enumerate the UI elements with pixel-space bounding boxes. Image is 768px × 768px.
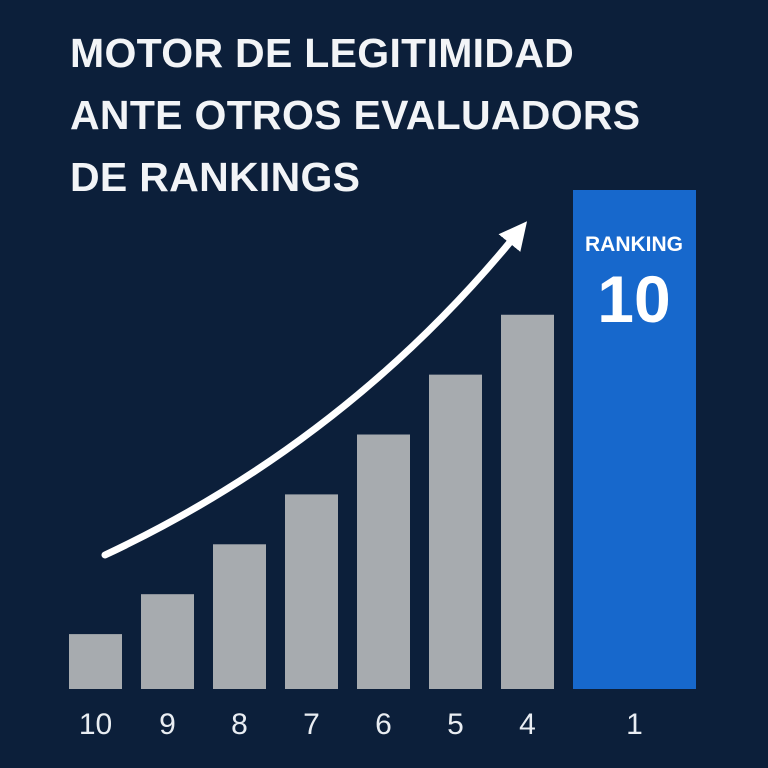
bar-1 xyxy=(573,190,696,689)
title-line-3: DE RANKINGS xyxy=(70,154,361,200)
x-tick-6: 6 xyxy=(375,708,392,741)
x-tick-labels: 10 9 8 7 6 5 4 1 xyxy=(79,708,643,741)
bar-6 xyxy=(357,434,410,689)
trend-arrow-icon xyxy=(101,221,528,559)
bar-7 xyxy=(285,494,338,689)
x-tick-8: 8 xyxy=(231,708,248,741)
bar-5 xyxy=(429,374,482,689)
title-line-1: MOTOR DE LEGITIMIDAD xyxy=(70,30,575,76)
highlight-value-text: 10 xyxy=(597,262,670,336)
bar-9 xyxy=(141,594,194,689)
chart-title: MOTOR DE LEGITIMIDAD ANTE OTROS EVALUADO… xyxy=(70,22,640,208)
highlight-label-text: RANKING xyxy=(585,233,683,256)
x-tick-1: 1 xyxy=(626,708,643,741)
bars-group xyxy=(69,190,696,689)
highlight-label: RANKING 10 xyxy=(585,233,683,336)
x-tick-5: 5 xyxy=(447,708,464,741)
x-tick-4: 4 xyxy=(519,708,536,741)
title-line-2: ANTE OTROS EVALUADORS xyxy=(70,92,641,138)
bar-8 xyxy=(213,544,266,689)
bar-4 xyxy=(501,314,554,689)
x-tick-7: 7 xyxy=(303,708,320,741)
bar-10 xyxy=(69,634,122,689)
x-tick-9: 9 xyxy=(159,708,176,741)
x-tick-10: 10 xyxy=(79,708,112,741)
